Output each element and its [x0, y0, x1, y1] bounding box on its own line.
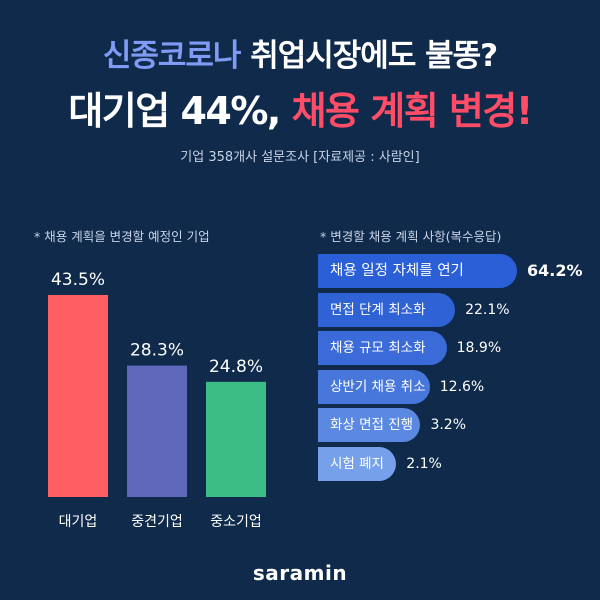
headline-highlight-blue: 신종코로나	[102, 38, 242, 74]
hbar-category-label: 면접 단계 최소화	[330, 301, 426, 318]
bar-category-label: 중견기업	[131, 514, 183, 530]
headline-line-2: 대기업 44%, 채용 계획 변경!	[0, 80, 600, 135]
hbar-value-label: 2.1%	[406, 455, 442, 472]
hbar-value-label: 12.6%	[439, 378, 485, 395]
hbar-1: 채용 일정 자체를 연기	[318, 254, 517, 288]
hbar-2: 면접 단계 최소화	[318, 292, 456, 327]
hbar-row: 시험 폐지 2.1%	[318, 446, 600, 481]
bar-chart-title: * 채용 계획을 변경할 예정인 기업	[34, 229, 210, 244]
hbar-row: 화상 면접 진행 3.2%	[318, 408, 600, 442]
bar-3	[206, 381, 266, 497]
hbar-value-label: 18.9%	[456, 340, 502, 356]
bar-category-label: 중소기업	[210, 514, 262, 530]
headline-line-1: 신종코로나 취업시장에도 불똥?	[0, 30, 600, 75]
hbar-category-label: 화상 면접 진행	[330, 417, 414, 433]
headline-highlight-red: 채용 계획 변경	[291, 89, 518, 133]
hbar-category-label: 상반기 채용 취소	[330, 378, 426, 395]
headline-line-1-rest: 취업시장에도 불똥?	[240, 38, 498, 74]
hbar-3: 채용 규모 최소화	[318, 331, 447, 365]
bar-1	[48, 294, 108, 497]
hbar-value-label: 3.2%	[430, 417, 467, 433]
hbar-6: 시험 폐지	[318, 446, 397, 481]
hbar-category-label: 채용 규모 최소화	[330, 340, 426, 356]
plan-change-bar-chart: 채용 일정 자체를 연기 64.2% 면접 단계 최소화 22.1% 채용 규모 최소화…	[318, 254, 600, 504]
headline-line-2-start: 대기업 44%,	[68, 89, 292, 133]
hbar-row: 채용 일정 자체를 연기 64.2%	[318, 254, 600, 288]
bar-2	[127, 365, 187, 497]
hbar-5: 화상 면접 진행	[318, 408, 421, 442]
hbar-row: 면접 단계 최소화 22.1%	[318, 292, 600, 327]
hbar-chart-title: * 변경할 채용 계획 사항(복수응답)	[320, 229, 502, 244]
headline-exclamation: !	[515, 89, 533, 133]
hbar-category-label: 채용 일정 자체를 연기	[330, 263, 464, 279]
bar-value-label: 24.8%	[209, 357, 263, 377]
bar-value-label: 28.3%	[130, 341, 184, 361]
hbar-row: 상반기 채용 취소 12.6%	[318, 369, 600, 404]
hbar-row: 채용 규모 최소화 18.9%	[318, 331, 600, 365]
hbar-4: 상반기 채용 취소	[318, 369, 430, 404]
saramin-logo: saramin	[252, 561, 348, 585]
bar-value-label: 43.5%	[51, 270, 105, 290]
hbar-category-label: 시험 폐지	[330, 455, 384, 472]
bar-category-label: 대기업	[59, 514, 98, 530]
hbar-value-label: 22.1%	[465, 301, 510, 318]
survey-subtitle: 기업 358개사 설문조사 [자료제공 : 사람인]	[180, 150, 420, 165]
hbar-value-label: 64.2%	[526, 261, 583, 280]
company-size-bar-chart: 43.5% 대기업 28.3% 중견기업 24.8% 중소기업	[48, 270, 266, 530]
